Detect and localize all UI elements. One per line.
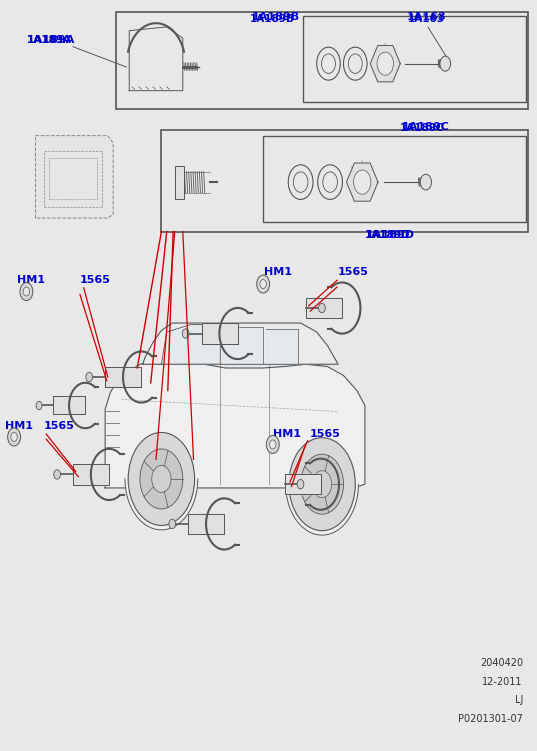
Circle shape: [322, 54, 336, 74]
Circle shape: [349, 54, 362, 74]
Text: 1A163: 1A163: [407, 12, 446, 23]
Circle shape: [20, 282, 33, 300]
Bar: [303, 16, 526, 102]
Text: 1A189C: 1A189C: [400, 123, 444, 133]
Text: 12-2011: 12-2011: [482, 677, 523, 686]
Polygon shape: [73, 464, 109, 484]
Circle shape: [377, 52, 394, 75]
Text: 1565: 1565: [310, 429, 340, 439]
Circle shape: [323, 172, 337, 192]
Polygon shape: [266, 329, 298, 364]
Bar: [116, 12, 528, 110]
Circle shape: [169, 519, 176, 529]
Bar: [162, 131, 528, 231]
Polygon shape: [125, 479, 198, 530]
Text: 2040420: 2040420: [480, 658, 523, 668]
Text: LJ: LJ: [514, 695, 523, 705]
Text: HM1: HM1: [17, 275, 45, 285]
Polygon shape: [53, 397, 85, 415]
Circle shape: [11, 433, 17, 442]
Circle shape: [260, 279, 266, 288]
Bar: [49, 158, 97, 199]
Circle shape: [182, 329, 189, 338]
Circle shape: [353, 170, 371, 195]
Polygon shape: [175, 166, 184, 198]
Polygon shape: [223, 327, 263, 364]
Circle shape: [420, 174, 431, 190]
Circle shape: [318, 164, 343, 200]
Circle shape: [257, 275, 270, 293]
Text: 1A189B: 1A189B: [250, 14, 295, 25]
Polygon shape: [162, 324, 220, 364]
Polygon shape: [35, 136, 113, 218]
Circle shape: [289, 438, 355, 531]
Text: 1A189D: 1A189D: [365, 230, 410, 240]
Text: HM1: HM1: [5, 421, 33, 432]
Circle shape: [317, 47, 340, 80]
Text: 1A189C: 1A189C: [401, 122, 449, 131]
Text: 1A189A: 1A189A: [26, 35, 71, 45]
Polygon shape: [371, 46, 400, 82]
Text: 1A163: 1A163: [408, 14, 445, 25]
Circle shape: [344, 47, 367, 80]
Text: 1A189D: 1A189D: [366, 230, 415, 240]
Circle shape: [297, 479, 304, 489]
Circle shape: [318, 303, 325, 312]
Circle shape: [36, 401, 42, 410]
Text: 1565: 1565: [80, 275, 111, 285]
Circle shape: [313, 471, 332, 498]
Circle shape: [23, 287, 30, 296]
Circle shape: [293, 172, 308, 192]
Polygon shape: [285, 474, 321, 494]
Bar: [43, 151, 103, 207]
Text: 1A189B: 1A189B: [251, 12, 300, 23]
Circle shape: [152, 466, 171, 493]
Circle shape: [288, 164, 313, 200]
Polygon shape: [129, 27, 183, 91]
Text: 1565: 1565: [43, 421, 75, 432]
Polygon shape: [105, 359, 365, 488]
Text: P0201301-07: P0201301-07: [458, 714, 523, 724]
Circle shape: [270, 440, 276, 449]
Circle shape: [440, 56, 451, 71]
Circle shape: [86, 372, 92, 382]
Circle shape: [54, 469, 61, 479]
Circle shape: [8, 428, 20, 446]
Text: 1565: 1565: [338, 267, 369, 277]
Polygon shape: [105, 367, 141, 387]
Polygon shape: [188, 514, 224, 534]
Polygon shape: [306, 298, 342, 318]
Polygon shape: [346, 163, 378, 201]
Circle shape: [266, 436, 279, 454]
Polygon shape: [201, 324, 238, 344]
Polygon shape: [286, 484, 359, 535]
Text: HM1: HM1: [273, 429, 301, 439]
Polygon shape: [143, 323, 338, 364]
Circle shape: [301, 454, 344, 514]
Text: HM1: HM1: [264, 267, 292, 277]
Circle shape: [128, 433, 194, 526]
Bar: [263, 136, 526, 222]
Text: 1A189A: 1A189A: [26, 35, 75, 45]
Circle shape: [140, 449, 183, 509]
